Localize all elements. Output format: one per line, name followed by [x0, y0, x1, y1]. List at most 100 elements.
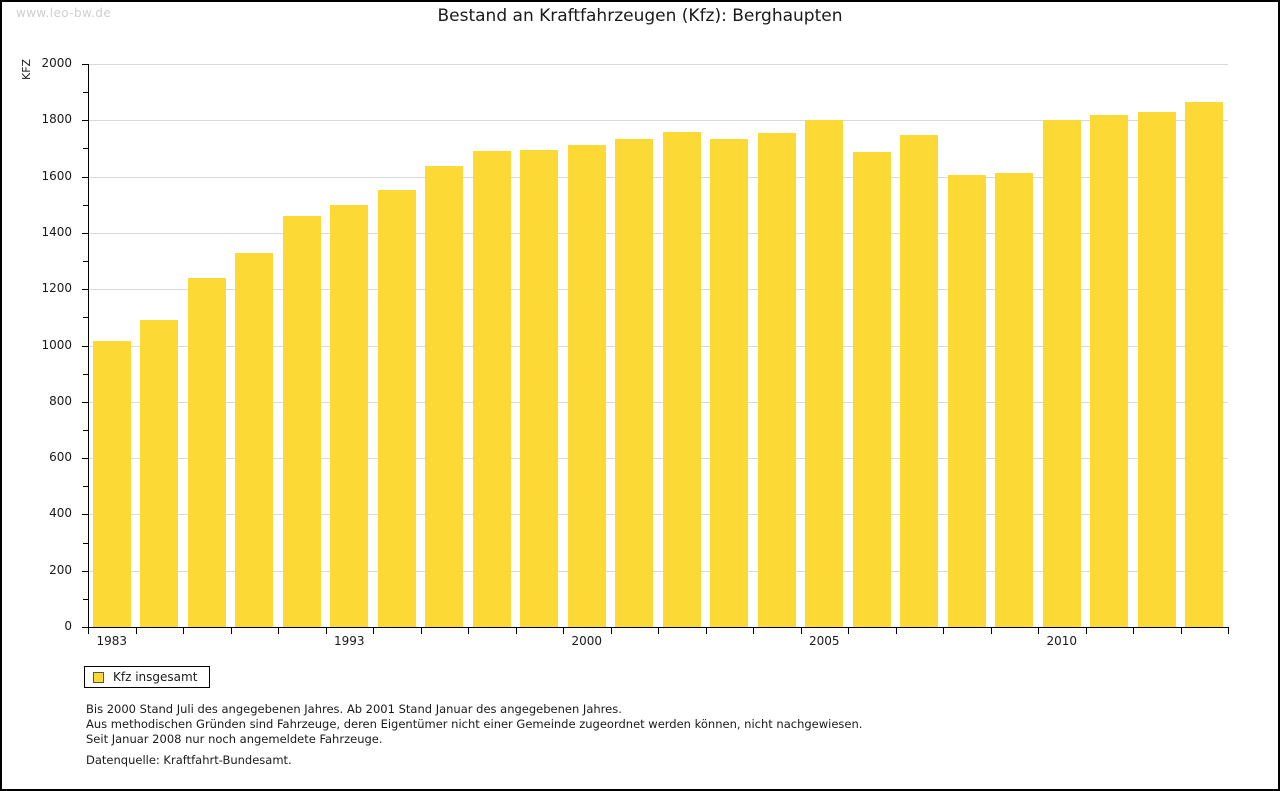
bar[interactable]: [1137, 111, 1176, 627]
x-axis-tick-label: 2005: [808, 634, 840, 648]
bar[interactable]: [662, 131, 701, 627]
y-axis-tick: [82, 345, 88, 347]
x-axis-tick: [563, 628, 564, 634]
x-axis-tick: [895, 628, 897, 634]
bar[interactable]: [140, 320, 179, 627]
y-axis-tick-label: 400: [49, 506, 72, 521]
y-axis-minor-tick: [83, 542, 88, 544]
y-axis-tick-label: 800: [49, 393, 72, 408]
x-axis-tick-label: 1993: [333, 634, 365, 648]
legend-item-label: Kfz insgesamt: [113, 670, 198, 684]
y-axis-minor-tick: [83, 148, 88, 150]
y-axis-tick: [82, 176, 88, 178]
x-axis-tick: [658, 628, 659, 634]
y-axis-label: KFZ: [6, 33, 33, 80]
y-axis-minor-tick: [83, 429, 88, 431]
bar[interactable]: [567, 145, 606, 627]
legend-swatch-icon: [93, 671, 104, 683]
gridline: [88, 176, 1228, 178]
x-axis-tick: [610, 628, 612, 634]
bar[interactable]: [947, 175, 986, 627]
x-axis-tick: [943, 628, 944, 634]
gridline: [88, 289, 1228, 291]
y-axis-tick-label: 0: [64, 619, 72, 633]
x-axis-tick: [1038, 628, 1039, 634]
x-axis-line: [88, 627, 1229, 628]
bar[interactable]: [852, 151, 891, 627]
x-axis-tick: [135, 628, 137, 634]
bar[interactable]: [757, 132, 796, 627]
y-axis-tick-label: 1800: [41, 112, 72, 127]
bar[interactable]: [330, 204, 369, 627]
x-axis-tick: [230, 628, 232, 634]
x-axis-tick: [1180, 628, 1182, 634]
bar[interactable]: [995, 173, 1034, 627]
bar[interactable]: [1042, 120, 1081, 627]
x-axis-tick: [88, 628, 89, 634]
legend[interactable]: Kfz insgesamt: [84, 666, 211, 688]
x-axis-tick: [1085, 628, 1087, 634]
x-axis-tick: [848, 628, 849, 634]
y-axis-tick-label: 200: [49, 562, 72, 577]
footnote-line: Aus methodischen Gründen sind Fahrzeuge,…: [86, 717, 863, 731]
y-axis-minor-tick: [83, 486, 88, 488]
bar[interactable]: [187, 277, 226, 627]
y-axis-tick: [82, 289, 88, 291]
gridline: [88, 458, 1228, 460]
x-axis-tick: [753, 628, 754, 634]
x-axis-tick-label: 1983: [96, 634, 128, 648]
x-axis-tick: [1133, 628, 1134, 634]
x-axis-tick-label: 2010: [1046, 634, 1078, 648]
x-axis-tick: [325, 628, 327, 634]
data-source: Datenquelle: Kraftfahrt-Bundesamt.: [86, 753, 292, 767]
x-axis-tick: [468, 628, 469, 634]
gridline: [88, 514, 1228, 516]
x-axis-tick: [278, 628, 279, 634]
y-axis-tick-label: 1400: [41, 224, 72, 239]
gridline: [88, 64, 1228, 65]
bar[interactable]: [92, 341, 131, 627]
x-axis-tick: [1228, 628, 1229, 634]
y-axis-tick: [82, 64, 88, 65]
y-axis-tick: [82, 514, 88, 516]
bar[interactable]: [472, 151, 511, 627]
bar[interactable]: [282, 216, 321, 627]
y-axis-tick-label: 2000: [41, 56, 72, 70]
y-axis-tick-label: 1600: [41, 168, 72, 183]
bar[interactable]: [425, 165, 464, 627]
y-axis-tick-label: 1000: [41, 337, 72, 352]
bar[interactable]: [1090, 115, 1129, 627]
bar[interactable]: [377, 190, 416, 627]
y-axis-tick: [82, 458, 88, 460]
y-axis-tick: [82, 120, 88, 122]
x-axis-tick: [373, 628, 374, 634]
footnote-line: Seit Januar 2008 nur noch angemeldete Fa…: [86, 732, 383, 746]
x-axis-tick: [183, 628, 184, 634]
bar[interactable]: [900, 134, 939, 627]
y-axis-minor-tick: [83, 373, 88, 375]
plot-area: [88, 64, 1228, 627]
y-axis-tick-label: 600: [49, 450, 72, 465]
y-axis-tick: [82, 401, 88, 403]
x-axis-tick: [420, 628, 422, 634]
gridline: [88, 401, 1228, 403]
footnote-line: Bis 2000 Stand Juli des angegebenen Jahr…: [86, 702, 622, 716]
x-axis-tick: [990, 628, 992, 634]
y-axis-tick-label: 1200: [41, 281, 72, 296]
bar[interactable]: [520, 150, 559, 627]
y-axis-minor-tick: [83, 598, 88, 600]
bar[interactable]: [710, 138, 749, 627]
x-axis-tick: [515, 628, 517, 634]
bar[interactable]: [805, 120, 844, 627]
gridline: [88, 120, 1228, 122]
x-axis-tick-label: 2000: [571, 634, 603, 648]
y-axis-line: [88, 64, 89, 628]
y-axis-minor-tick: [83, 317, 88, 319]
bar[interactable]: [615, 138, 654, 627]
page-title: Bestand an Kraftfahrzeugen (Kfz): Bergha…: [437, 6, 843, 26]
y-axis-minor-tick: [83, 92, 88, 94]
y-axis-minor-tick: [83, 204, 88, 206]
bar[interactable]: [235, 252, 274, 627]
bar[interactable]: [1185, 102, 1224, 627]
footnotes: Bis 2000 Stand Juli des angegebenen Jahr…: [86, 702, 862, 747]
